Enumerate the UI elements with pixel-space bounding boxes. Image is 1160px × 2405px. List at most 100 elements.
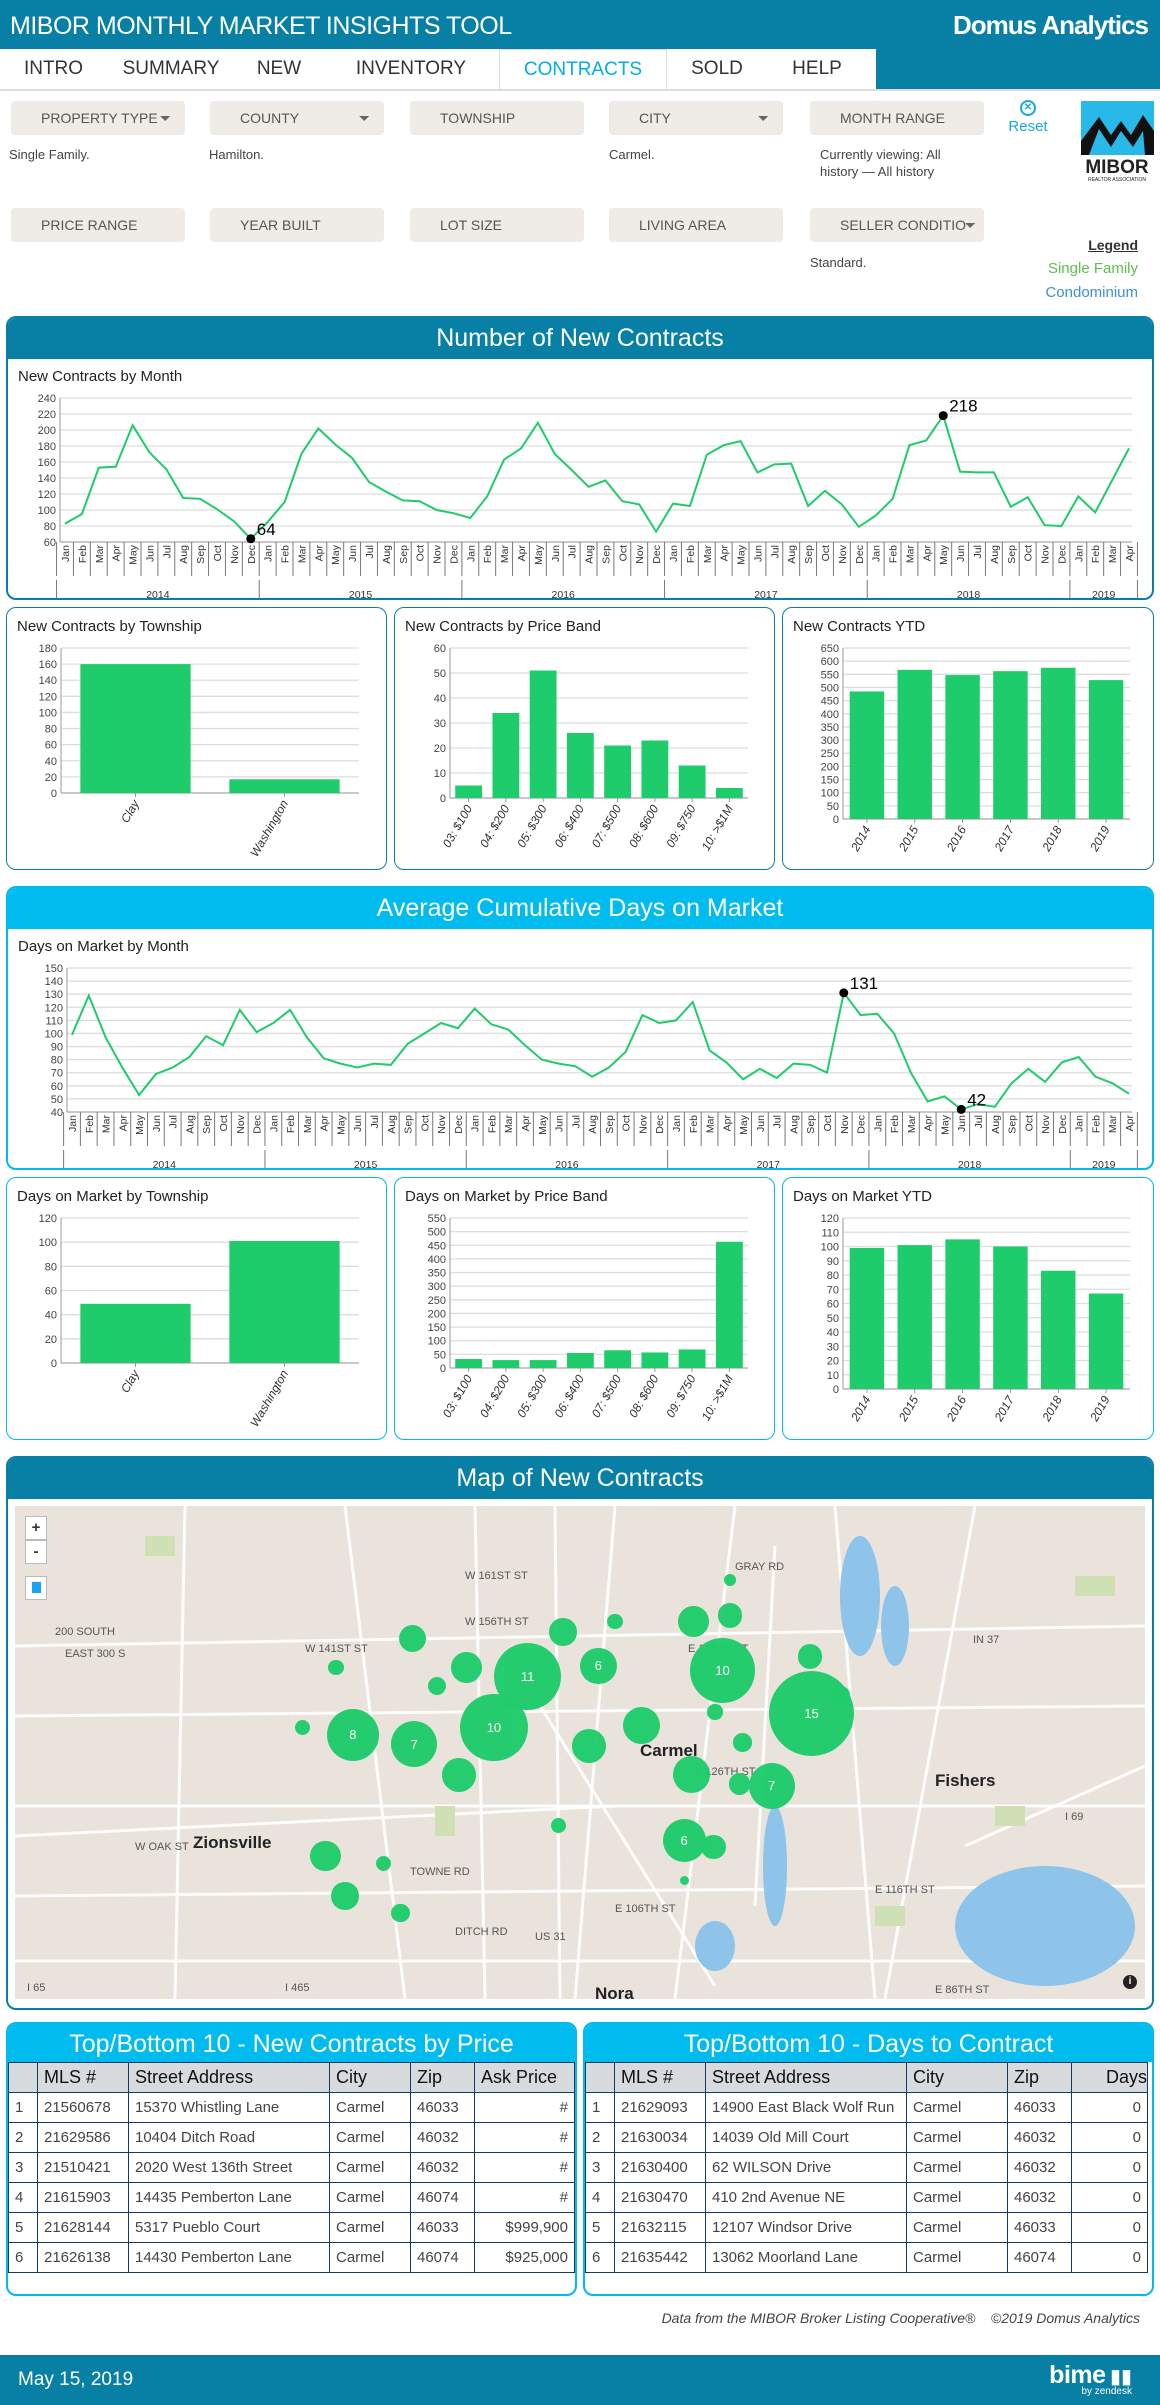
year-built-filter[interactable]: YEAR BUILT bbox=[210, 208, 384, 242]
map-bubble[interactable] bbox=[707, 1704, 723, 1720]
column-header[interactable] bbox=[585, 2062, 615, 2093]
table-cell: Carmel bbox=[906, 2092, 1008, 2123]
table-row[interactable]: 5 21632115 12107 Windsor Drive Carmel 46033 0 bbox=[585, 2212, 1148, 2243]
map-bubble[interactable] bbox=[331, 1882, 359, 1910]
table-row[interactable]: 1 21560678 15370 Whistling Lane Carmel 46033… bbox=[8, 2092, 575, 2123]
map-bubble[interactable]: 6 bbox=[579, 1647, 617, 1685]
map-bubble[interactable]: 6 bbox=[662, 1819, 706, 1863]
contracts-map[interactable]: Zionsville Carmel Fishers Nora W 141ST ST E 1… bbox=[15, 1506, 1145, 1999]
road bbox=[513, 1665, 717, 1987]
property-type-filter[interactable]: PROPERTY TYPE ⏷ bbox=[11, 101, 185, 135]
map-bubble[interactable] bbox=[622, 1707, 660, 1745]
table-row[interactable]: 5 21628144 5317 Pueblo Court Carmel 46033 $99… bbox=[8, 2212, 575, 2243]
map-bubble[interactable] bbox=[831, 1685, 850, 1705]
tab-new[interactable]: NEW bbox=[256, 58, 302, 79]
layer-toggle-button[interactable] bbox=[25, 1576, 47, 1600]
map-bubble[interactable] bbox=[375, 1856, 392, 1872]
month-range-filter[interactable]: MONTH RANGE bbox=[810, 101, 984, 135]
map-road-label: 200 SOUTH bbox=[55, 1626, 115, 1638]
map-bubble[interactable] bbox=[724, 1573, 737, 1587]
price-band-chart-panel: New Contracts by Price Band 0 10 20 30 40 50 6… bbox=[394, 607, 775, 870]
seller-condition-filter[interactable]: SELLER CONDITIO ⏷ bbox=[810, 208, 984, 242]
column-header[interactable]: City bbox=[329, 2062, 411, 2093]
table-row[interactable]: 3 21510421 2020 West 136th Street Carmel 460… bbox=[8, 2152, 575, 2183]
y-tick-label: 120 bbox=[39, 1213, 57, 1225]
tab-contracts[interactable]: CONTRACTS bbox=[499, 49, 667, 89]
column-header[interactable]: Zip bbox=[1007, 2062, 1072, 2093]
y-tick-label: 80 bbox=[45, 724, 57, 736]
map-bubble[interactable] bbox=[678, 1606, 709, 1637]
table-row[interactable]: 3 21630400 62 WILSON Drive Carmel 46032 0 bbox=[585, 2152, 1148, 2183]
map-bubble[interactable] bbox=[679, 1876, 689, 1886]
table-cell: 0 bbox=[1071, 2152, 1148, 2183]
map-bubble[interactable]: 10 bbox=[690, 1638, 755, 1703]
map-bubble[interactable] bbox=[294, 1719, 310, 1735]
table-row[interactable]: 2 21630034 14039 Old Mill Court Carmel 46032… bbox=[585, 2122, 1148, 2153]
column-header[interactable]: Street Address bbox=[128, 2062, 330, 2093]
map-bubble[interactable] bbox=[717, 1603, 743, 1628]
map-bubble[interactable] bbox=[728, 1773, 751, 1795]
map-bubble[interactable] bbox=[441, 1757, 476, 1792]
map-bubble[interactable] bbox=[572, 1728, 606, 1763]
column-header[interactable]: Zip bbox=[410, 2062, 475, 2093]
zoom-out-button[interactable]: - bbox=[25, 1540, 47, 1564]
map-bubble[interactable]: 10 bbox=[460, 1693, 528, 1762]
table-cell: 46032 bbox=[410, 2152, 475, 2183]
map-bubble[interactable] bbox=[701, 1834, 726, 1860]
table-cell: 0 bbox=[1071, 2212, 1148, 2243]
city-filter[interactable]: CITY ⏷ bbox=[609, 101, 783, 135]
map-bubble[interactable] bbox=[398, 1624, 427, 1653]
y-tick-label: 110 bbox=[821, 1227, 839, 1239]
y-tick-label: 0 bbox=[440, 793, 446, 805]
table-row[interactable]: 6 21626138 14430 Pemberton Lane Carmel 46074… bbox=[8, 2242, 575, 2273]
table-row[interactable]: 6 21635442 13062 Moorland Lane Carmel 46074 0 bbox=[585, 2242, 1148, 2273]
report-date: May 15, 2019 bbox=[18, 2369, 134, 2390]
tab-intro[interactable]: INTRO bbox=[23, 58, 84, 79]
table-row[interactable]: 4 21615903 14435 Pemberton Lane Carmel 46074… bbox=[8, 2182, 575, 2213]
reset-button[interactable]: ✕ Reset bbox=[1003, 100, 1053, 135]
map-bubble[interactable]: 7 bbox=[748, 1762, 795, 1809]
column-header[interactable]: Days bbox=[1071, 2062, 1148, 2093]
map-bubble[interactable] bbox=[391, 1903, 410, 1923]
lot-size-filter[interactable]: LOT SIZE bbox=[410, 208, 584, 242]
table-cell: 21629093 bbox=[614, 2092, 706, 2123]
living-area-filter[interactable]: LIVING AREA bbox=[609, 208, 783, 242]
map-bubble[interactable] bbox=[550, 1817, 567, 1834]
table-row[interactable]: 2 21629586 10404 Ditch Road Carmel 46032 # bbox=[8, 2122, 575, 2153]
zoom-in-button[interactable]: + bbox=[25, 1516, 47, 1540]
column-header[interactable]: Street Address bbox=[705, 2062, 907, 2093]
tab-help[interactable]: HELP bbox=[792, 58, 842, 79]
new-contracts-by-township-chart: 0 20 40 60 80 100 120 140 160 180 Clay Washington bbox=[39, 643, 359, 859]
map-bubble[interactable] bbox=[427, 1676, 447, 1696]
map-bubble[interactable]: 8 bbox=[326, 1708, 379, 1762]
table-row[interactable]: 4 21630470 410 2nd Avenue NE Carmel 46032 0 bbox=[585, 2182, 1148, 2213]
county-filter[interactable]: COUNTY ⏷ bbox=[210, 101, 384, 135]
map-bubble[interactable]: 15 bbox=[768, 1670, 855, 1757]
map-bubble[interactable] bbox=[328, 1659, 344, 1676]
tab-inventory[interactable]: INVENTORY bbox=[355, 58, 467, 79]
tab-summary[interactable]: SUMMARY bbox=[122, 58, 220, 79]
map-bubble[interactable] bbox=[673, 1756, 711, 1794]
column-header[interactable]: City bbox=[906, 2062, 1008, 2093]
info-icon[interactable]: i bbox=[1123, 1975, 1137, 1989]
map-bubble[interactable] bbox=[733, 1733, 752, 1752]
township-filter[interactable]: TOWNSHIP bbox=[410, 101, 584, 135]
map-bubble[interactable] bbox=[797, 1644, 823, 1669]
map-bubble[interactable] bbox=[549, 1618, 577, 1646]
price-range-filter[interactable]: PRICE RANGE bbox=[11, 208, 185, 242]
year-label: 2014 bbox=[146, 589, 170, 600]
table-row[interactable]: 1 21629093 14900 East Black Wolf Run Carmel… bbox=[585, 2092, 1148, 2123]
column-header[interactable]: MLS # bbox=[614, 2062, 706, 2093]
map-bubble[interactable] bbox=[309, 1840, 341, 1872]
map-bubble[interactable] bbox=[450, 1652, 482, 1683]
table-cell: 46074 bbox=[1007, 2242, 1072, 2273]
column-header[interactable]: MLS # bbox=[37, 2062, 129, 2093]
y-tick-label: 0 bbox=[440, 1363, 446, 1375]
series-line bbox=[64, 413, 1130, 541]
tab-sold[interactable]: SOLD bbox=[691, 58, 743, 79]
map-bubble[interactable] bbox=[607, 1613, 623, 1630]
column-header[interactable] bbox=[8, 2062, 38, 2093]
y-tick-label: 150 bbox=[45, 963, 63, 975]
column-header[interactable]: Ask Price bbox=[474, 2062, 575, 2093]
map-bubble[interactable]: 7 bbox=[391, 1721, 438, 1768]
